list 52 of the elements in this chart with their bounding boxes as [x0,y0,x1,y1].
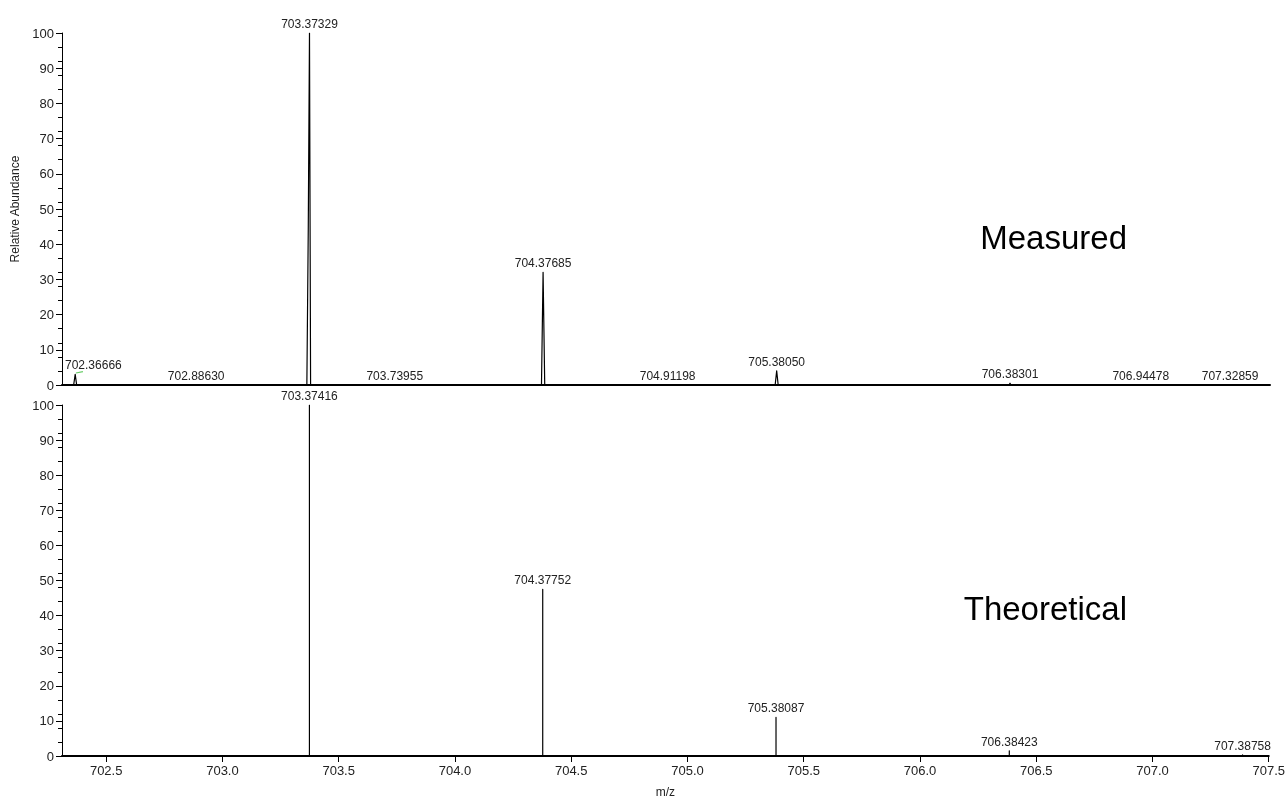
y-tick-label: 40 [39,608,54,624]
annotation: 702.88630 [167,369,225,383]
y-tick-label: 90 [39,432,54,448]
y-tick-label: 80 [39,95,54,111]
y-tick-label: 0 [46,748,54,764]
x-tick-label: 706.5 [1019,763,1053,778]
y-tick-label: 20 [39,307,54,323]
x-tick-label: 707.5 [1252,763,1286,778]
x-tick-label: 707.0 [1136,763,1169,778]
x-axis-title: m/z [655,785,676,799]
y-tick-label: 80 [39,467,54,483]
y-tick-label: 0 [46,377,54,393]
annotation: 707.38758 [1214,738,1272,753]
annotation: 704.91198 [639,369,696,383]
y-tick-label: 100 [32,397,54,413]
annotation: 705.38050 [748,354,806,369]
y-tick-label: 10 [39,713,54,729]
y-tick-label: 100 [32,25,54,41]
annotation: 706.38423 [980,734,1038,749]
annotation: 706.94478 [1112,369,1170,383]
annotation: 705.38087 [747,701,805,716]
annotation: 703.37416 [281,389,339,403]
annotation: Theoretical [963,590,1127,628]
y-tick-label: 90 [39,60,54,76]
y-tick-label: 70 [39,131,54,147]
y-axis-title: Relative Abundance [8,155,23,263]
y-tick-label: 40 [39,236,54,252]
x-tick-label: 704.0 [438,763,472,778]
y-tick-label: 70 [39,502,54,518]
y-tick-label: 10 [39,342,54,358]
x-tick-label: 703.0 [206,763,239,778]
annotation: 706.38301 [981,367,1039,382]
annotation: 703.37329 [281,17,339,31]
x-tick-label: 705.5 [787,763,820,778]
annotation: 702.36666 [65,358,123,373]
y-tick-label: 50 [39,573,54,588]
x-tick-label: 705.0 [671,763,704,778]
annotation: 707.32859 [1201,369,1259,383]
y-tick-label: 50 [39,201,54,217]
y-tick-label: 30 [39,271,54,287]
annotation: 704.37752 [514,573,572,588]
y-tick-label: 60 [39,166,54,182]
x-tick-label: 703.5 [322,763,355,778]
y-tick-label: 30 [39,643,54,659]
x-tick-label: 702.5 [89,763,123,778]
x-tick-label: 704.5 [554,763,588,778]
annotation: 704.37685 [514,256,572,271]
x-tick-label: 706.0 [903,763,937,778]
y-tick-label: 20 [39,678,54,694]
y-tick-label: 60 [39,537,54,553]
annotation: 703.73955 [366,369,424,383]
annotation: Measured [980,218,1127,256]
